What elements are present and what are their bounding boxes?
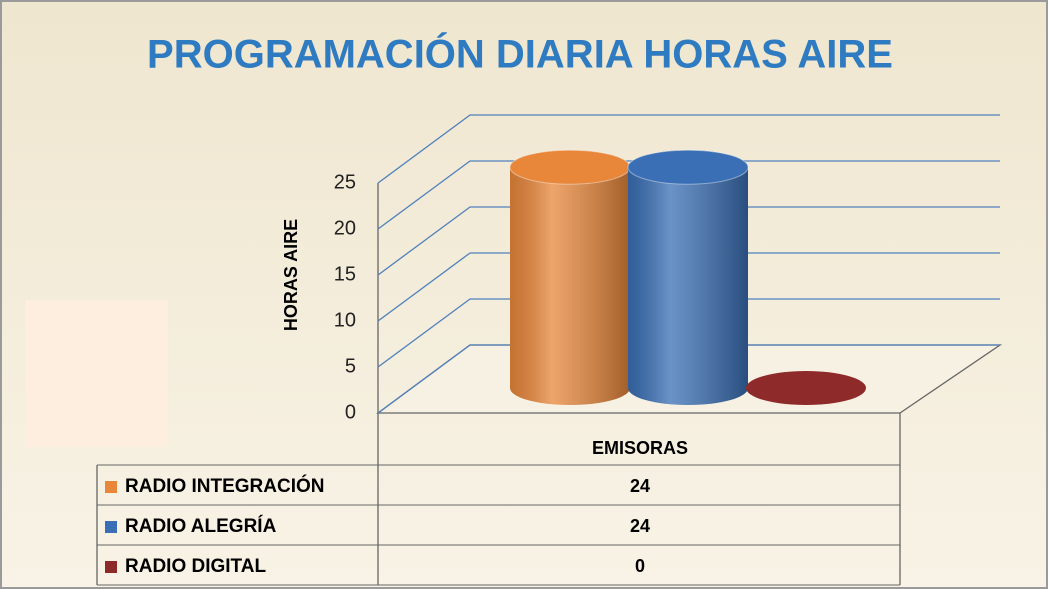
bar-shade <box>628 150 748 405</box>
legend-label: RADIO ALEGRÍA <box>125 515 277 537</box>
legend-swatch <box>105 561 117 573</box>
grid-line <box>377 206 1000 276</box>
bar-top <box>627 149 749 185</box>
decoration <box>25 300 168 447</box>
bar-shade <box>510 150 630 405</box>
y-tick-label: 15 <box>334 263 356 285</box>
y-tick-label: 20 <box>334 217 356 239</box>
bar <box>746 371 866 405</box>
y-tick-label: 0 <box>345 401 356 423</box>
y-axis-label: HORAS AIRE <box>281 219 301 331</box>
grid-line <box>377 298 1000 368</box>
grid-line <box>377 344 1000 414</box>
grid-line <box>377 160 1000 230</box>
y-tick-label: 25 <box>334 171 356 193</box>
table-value: 24 <box>630 516 650 536</box>
legend-swatch <box>105 521 117 533</box>
table-value: 0 <box>635 556 645 576</box>
y-tick-label: 5 <box>345 355 356 377</box>
chart-title: PROGRAMACIÓN DIARIA HORAS AIRE <box>147 31 893 77</box>
grid-line <box>377 252 1000 322</box>
x-tick-label: EMISORAS <box>592 438 688 458</box>
bar-top <box>509 149 631 185</box>
grid-line <box>377 114 1000 184</box>
legend-swatch <box>105 481 117 493</box>
legend-label: RADIO INTEGRACIÓN <box>125 475 325 497</box>
legend-label: RADIO DIGITAL <box>125 556 266 577</box>
y-tick-label: 10 <box>334 309 356 331</box>
table-value: 24 <box>630 476 650 496</box>
